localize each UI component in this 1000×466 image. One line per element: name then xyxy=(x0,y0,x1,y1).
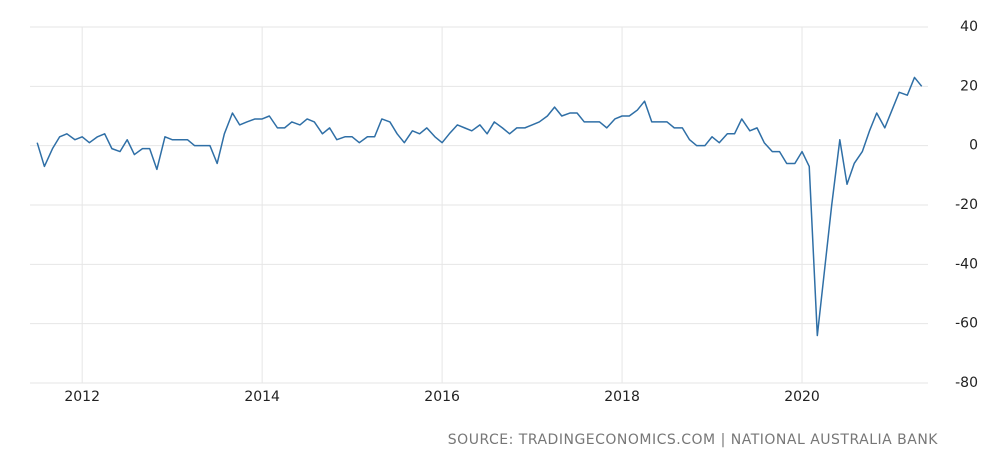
y-tick-label: -80 xyxy=(955,375,978,391)
y-tick-label: -60 xyxy=(955,316,978,332)
data-line xyxy=(36,76,923,337)
x-tick-label: 2014 xyxy=(244,389,280,405)
y-tick-label: 40 xyxy=(960,19,978,35)
x-tick-label: 2020 xyxy=(784,389,820,405)
y-tick-label: 20 xyxy=(960,78,978,94)
source-note: SOURCE: TRADINGECONOMICS.COM | NATIONAL … xyxy=(448,432,939,448)
y-tick-label: -40 xyxy=(955,256,978,272)
x-tick-label: 2018 xyxy=(604,389,640,405)
y-tick-label: 0 xyxy=(969,138,978,154)
x-tick-label: 2016 xyxy=(424,389,460,405)
y-tick-label: -20 xyxy=(955,197,978,213)
x-tick-label: 2012 xyxy=(64,389,100,405)
